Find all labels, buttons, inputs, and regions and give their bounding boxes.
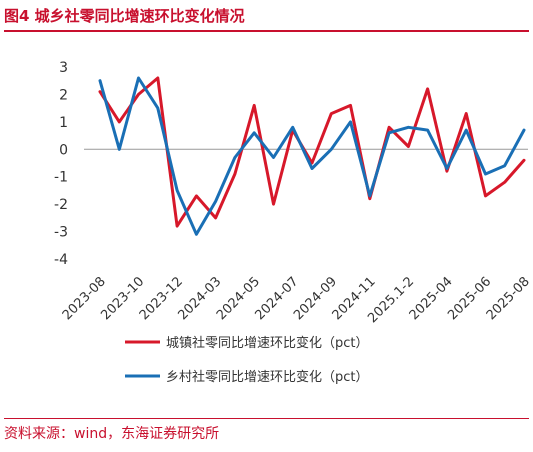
y-tick-label: -3 [54, 225, 68, 241]
line-chart: -4 -3 -2 -1 0 1 2 3 2023-082023-102023-122024-0… [54, 60, 533, 385]
y-tick-label: 1 [59, 115, 68, 131]
y-axis-ticks: -4 -3 -2 -1 0 1 2 3 [54, 60, 68, 268]
source-divider [4, 418, 529, 419]
y-tick-label: -4 [54, 252, 68, 268]
source-note: 资料来源：wind，东海证券研究所 [4, 426, 220, 442]
legend-label: 乡村社零同比增速环比变化（pct） [166, 369, 369, 385]
title-divider [4, 30, 529, 32]
x-tick-label: 2025-08 [484, 274, 533, 323]
chart-title: 图4 城乡社零同比增速环比变化情况 [4, 7, 245, 25]
y-tick-label: 2 [59, 87, 68, 103]
x-axis-ticks: 2023-082023-102023-122024-032024-052024-… [60, 274, 533, 326]
y-tick-label: 3 [59, 60, 68, 76]
legend-label: 城镇社零同比增速环比变化（pct） [166, 335, 369, 351]
y-tick-label: 0 [59, 142, 68, 158]
series-line-urban [98, 76, 526, 228]
legend: 城镇社零同比增速环比变化（pct） 乡村社零同比增速环比变化（pct） [125, 335, 369, 385]
series-line-rural [98, 76, 526, 236]
y-tick-label: -1 [54, 170, 68, 186]
y-tick-label: -2 [54, 197, 68, 213]
series-lines [98, 76, 526, 236]
